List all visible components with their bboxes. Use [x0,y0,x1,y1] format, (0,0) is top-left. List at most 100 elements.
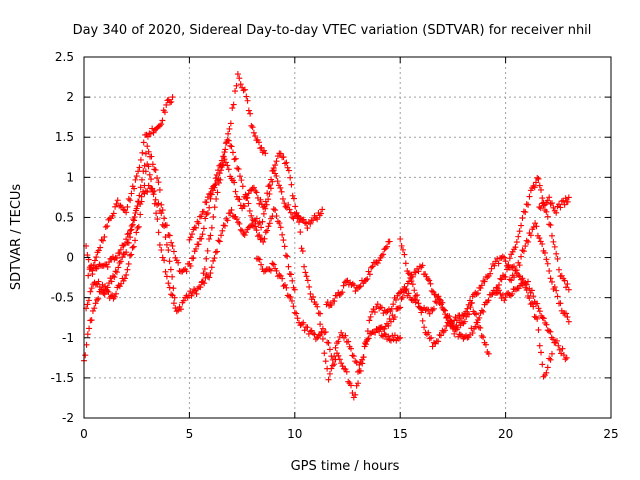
data-point [255,255,262,262]
data-point [293,209,300,216]
data-point [367,313,374,320]
data-point [515,272,522,279]
series-track-10 [376,262,570,363]
data-point [154,175,161,182]
data-point [477,310,484,317]
data-point [118,204,125,211]
data-point [166,232,173,239]
data-point [129,221,136,228]
data-point [289,277,296,284]
data-point [236,173,243,180]
y-tick-label: 0 [66,251,74,265]
data-point [155,179,162,186]
data-point [331,361,338,368]
data-point [219,227,226,234]
data-point [536,182,543,189]
data-point [169,273,176,280]
data-point [498,276,505,283]
data-point [461,318,468,325]
data-point [285,167,292,174]
data-point [241,232,248,239]
data-point [254,233,261,240]
data-point [535,326,542,333]
data-point [166,258,173,265]
data-point [232,188,239,195]
data-point [548,350,555,357]
data-point [231,156,238,163]
data-point [522,209,529,216]
data-point [499,253,506,260]
data-point [229,149,236,156]
series-track-8 [317,283,492,401]
data-point [221,222,228,229]
data-point [95,278,102,285]
data-point [211,255,218,262]
data-point [548,278,555,285]
data-point [403,285,410,292]
data-point [155,200,162,207]
data-point [520,248,527,255]
data-point [550,238,557,245]
data-point [513,239,520,246]
data-point [291,286,298,293]
data-point [126,252,133,259]
data-point [497,275,504,282]
data-point [132,207,139,214]
data-point [285,201,292,208]
data-point [333,292,340,299]
data-point [156,186,163,193]
data-point [262,205,269,212]
data-point [207,232,214,239]
data-point [544,364,551,371]
data-point [225,130,232,137]
data-point [459,319,466,326]
data-point [117,258,124,265]
data-point [509,290,516,297]
data-point [424,276,431,283]
data-point [436,296,443,303]
data-point [142,187,149,194]
data-point [336,333,343,340]
data-point [299,248,306,255]
data-point [473,319,480,326]
data-point [385,333,392,340]
data-point [473,311,480,318]
data-point [147,130,154,137]
data-point [523,237,530,244]
data-point [538,349,545,356]
data-point [89,307,96,314]
data-point [307,290,314,297]
data-point [215,179,222,186]
data-point [480,277,487,284]
data-point [119,254,126,261]
data-point [536,342,543,349]
data-point [109,272,116,279]
plot-frame [83,56,612,419]
data-point [281,200,288,207]
data-point [480,308,487,315]
data-point [270,167,277,174]
data-point [478,282,485,289]
data-point [524,278,531,285]
data-point [451,330,458,337]
data-point [528,287,535,294]
data-point [336,356,343,363]
data-point [512,267,519,274]
data-point [314,216,321,223]
data-point [355,380,362,387]
data-point [273,172,280,179]
data-point [200,208,207,215]
data-point [203,255,210,262]
data-point [348,382,355,389]
data-point [176,267,183,274]
data-point [172,254,179,261]
data-point [519,215,526,222]
data-point [350,394,357,401]
data-point [402,260,409,267]
data-point [127,234,134,241]
data-point [232,88,239,95]
data-point [168,239,175,246]
data-point [364,328,371,335]
data-point [211,184,218,191]
data-point [152,167,159,174]
